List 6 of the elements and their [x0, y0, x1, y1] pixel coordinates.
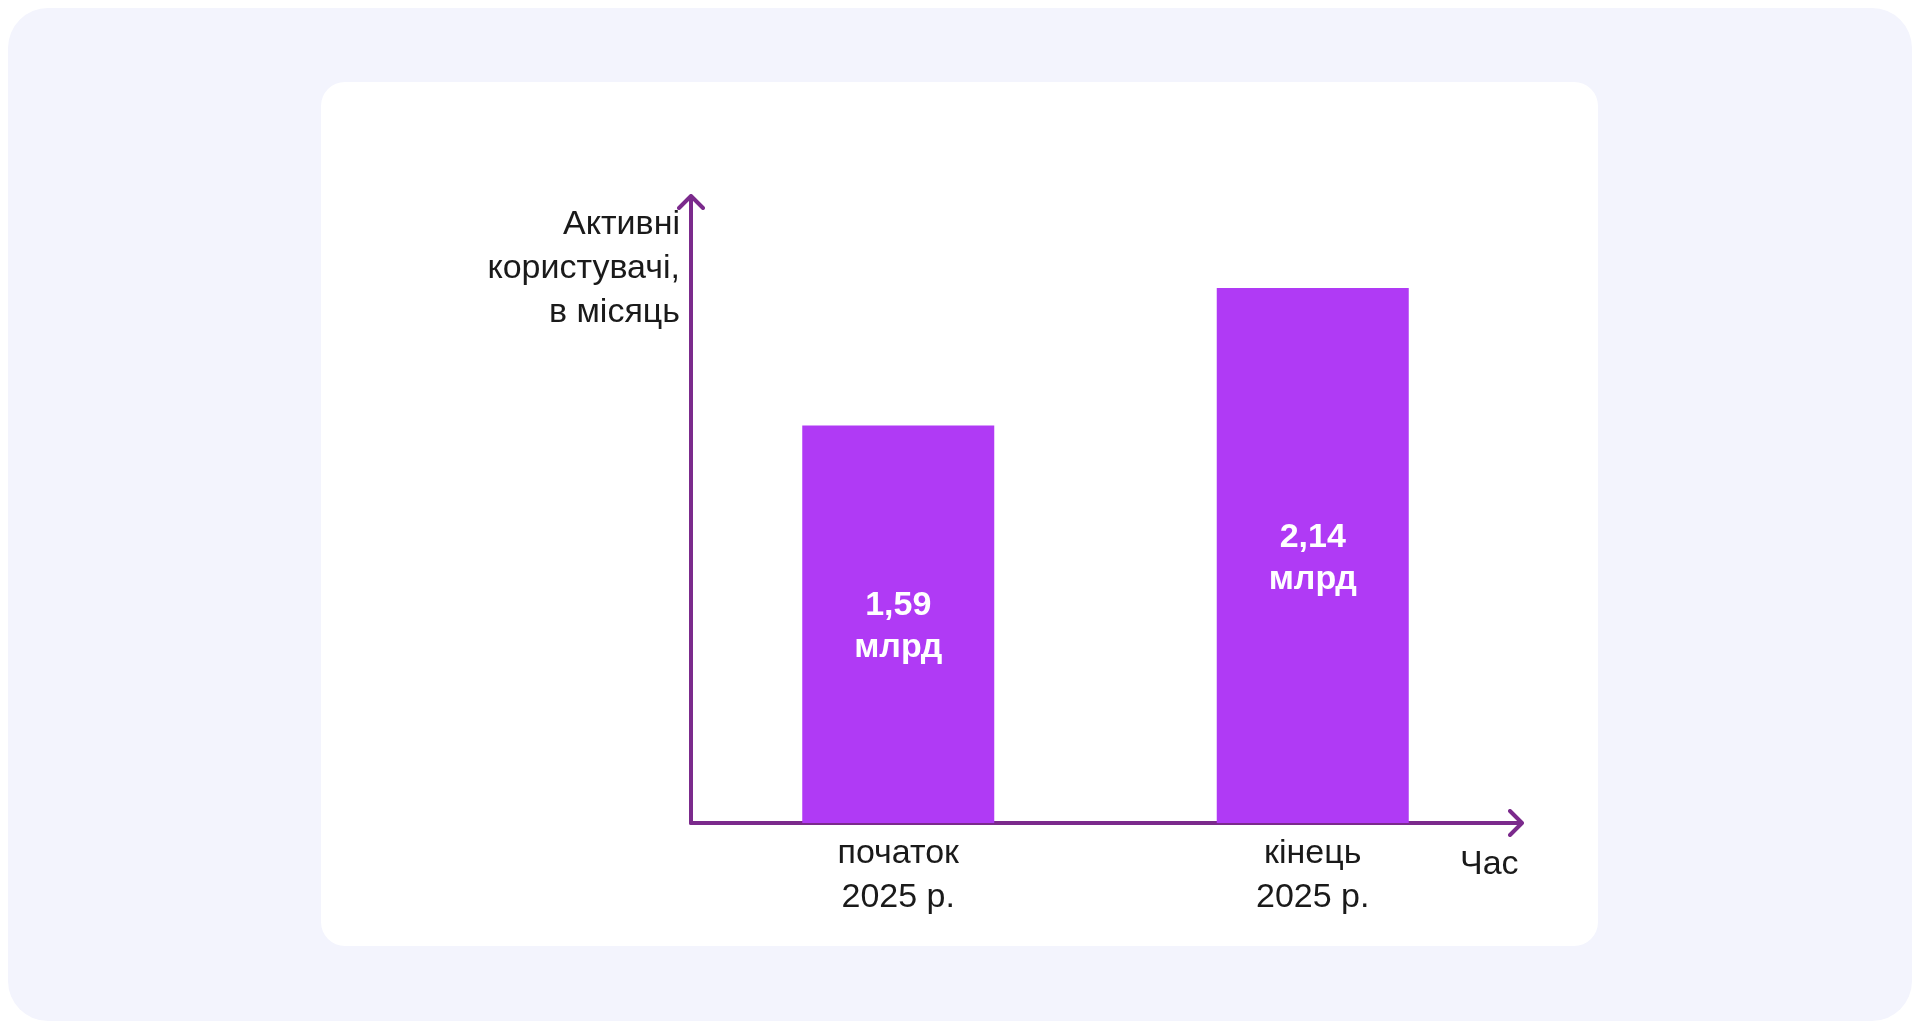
x-axis-title: Час — [1460, 843, 1519, 881]
x-tick-label: кінець 2025 р. — [1256, 832, 1370, 914]
data-label: 1,59 млрд — [854, 584, 943, 665]
x-tick-label: початок 2025 р. — [837, 832, 961, 914]
data-label: 2,14 млрд — [1268, 515, 1357, 596]
y-axis-title: Активні користувачі, в місяць — [487, 203, 680, 329]
